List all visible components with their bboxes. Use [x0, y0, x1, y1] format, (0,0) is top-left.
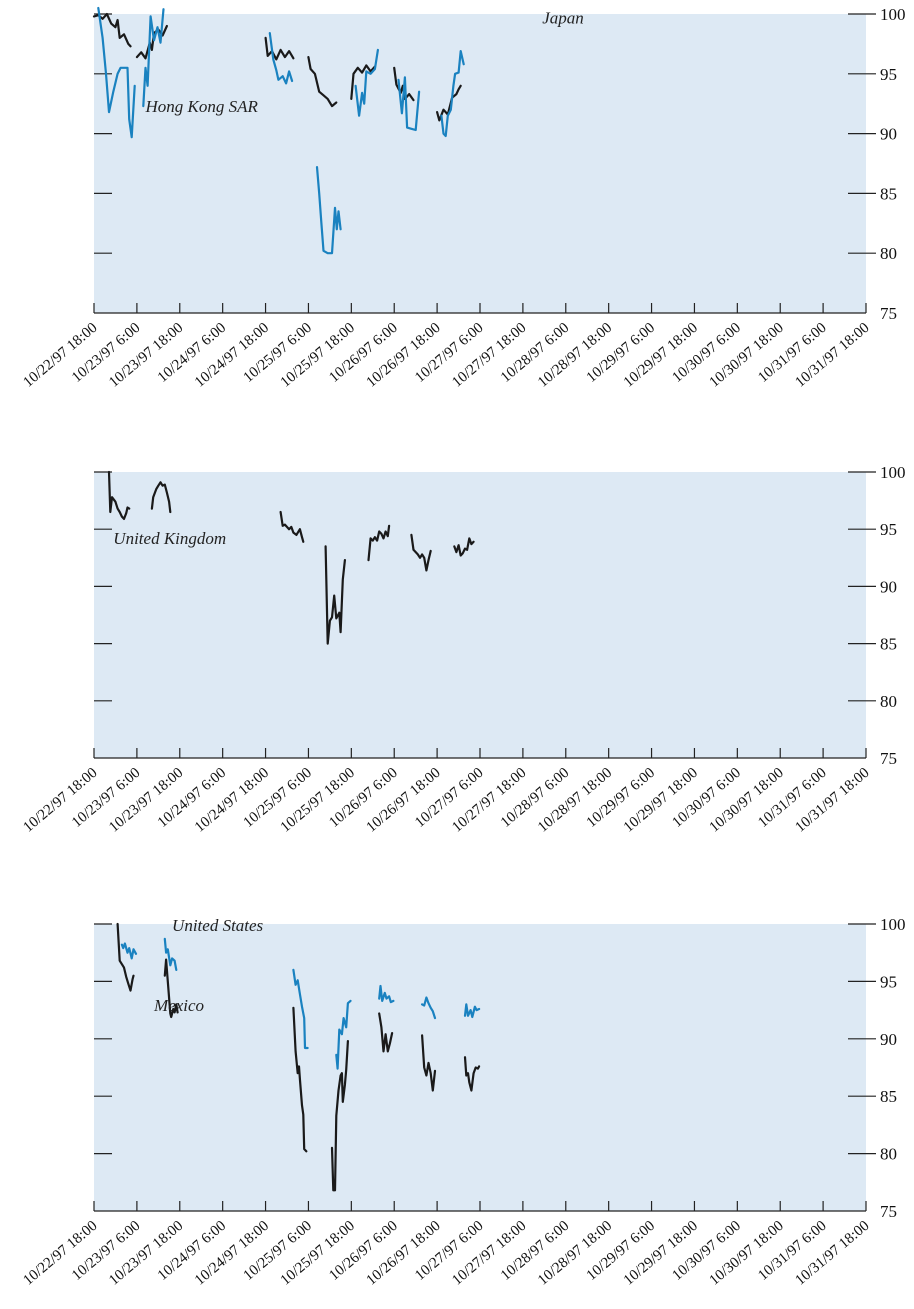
series-line-mexico	[378, 1012, 394, 1053]
y-tick-label: 75	[880, 749, 897, 768]
plot-background	[94, 472, 866, 758]
x-tick-label: 10/25/97 18:00	[278, 765, 358, 836]
y-tick-label: 80	[880, 244, 897, 263]
series-annotation: United States	[172, 916, 264, 935]
series-line-united-kingdom	[410, 533, 432, 572]
x-tick-label: 10/30/97 18:00	[707, 1218, 787, 1289]
x-tick-label: 10/28/97 18:00	[535, 765, 615, 836]
plot-background	[94, 924, 866, 1211]
x-tick-label: 10/28/97 18:00	[535, 1218, 615, 1289]
series-line-japan	[307, 56, 338, 108]
series-line-mexico	[292, 1006, 308, 1153]
series-line-united-kingdom	[279, 510, 305, 543]
series-line-united-states	[292, 968, 309, 1050]
series-line-mexico	[421, 1034, 437, 1092]
series-line-japan	[436, 84, 462, 122]
series-line-japan	[264, 36, 295, 61]
series-line-united-states	[378, 984, 395, 1004]
y-tick-label: 90	[880, 125, 897, 144]
series-annotation: United Kingdom	[113, 529, 226, 548]
x-tick-label: 10/27/97 18:00	[449, 320, 529, 391]
x-tick-label: 10/30/97 18:00	[707, 765, 787, 836]
x-tick-label: 10/27/97 18:00	[449, 765, 529, 836]
x-tick-label: 10/26/97 18:00	[363, 765, 443, 836]
series-line-united-kingdom	[324, 545, 346, 645]
series-line-hong-kong-sar	[97, 6, 136, 139]
x-tick-label: 10/29/97 18:00	[621, 1218, 701, 1289]
y-tick-label: 90	[880, 577, 897, 596]
x-tick-label: 10/26/97 18:00	[363, 1218, 443, 1289]
y-tick-label: 95	[880, 65, 897, 84]
series-line-hong-kong-sar	[440, 50, 465, 138]
series-line-hong-kong-sar	[397, 76, 421, 132]
x-tick-label: 10/24/97 18:00	[192, 1218, 272, 1289]
series-line-hong-kong-sar	[315, 166, 342, 255]
x-tick-label: 10/24/97 18:00	[192, 765, 272, 836]
series-line-japan	[393, 66, 415, 102]
y-tick-label: 90	[880, 1030, 897, 1049]
x-tick-label: 10/31/97 18:00	[792, 1218, 872, 1289]
series-annotation: Mexico	[153, 996, 204, 1015]
x-tick-label: 10/26/97 18:00	[363, 320, 443, 391]
series-line-united-states	[120, 942, 138, 960]
y-tick-label: 100	[880, 915, 906, 934]
x-tick-label: 10/23/97 18:00	[106, 1218, 186, 1289]
y-tick-label: 85	[880, 1087, 897, 1106]
plot-background	[94, 14, 866, 313]
y-tick-label: 85	[880, 635, 897, 654]
x-tick-label: 10/24/97 18:00	[192, 320, 272, 391]
series-line-united-kingdom	[367, 524, 391, 562]
x-tick-label: 10/31/97 18:00	[792, 765, 872, 836]
x-tick-label: 10/22/97 18:00	[20, 765, 100, 836]
y-tick-label: 75	[880, 304, 897, 323]
x-tick-label: 10/23/97 18:00	[106, 765, 186, 836]
y-tick-label: 75	[880, 1202, 897, 1221]
series-line-hong-kong-sar	[354, 48, 379, 117]
series-line-japan	[350, 64, 376, 100]
series-line-mexico	[163, 958, 179, 1019]
y-tick-label: 95	[880, 972, 897, 991]
series-line-united-kingdom	[453, 537, 475, 557]
series-line-hong-kong-sar	[268, 32, 294, 85]
x-tick-label: 10/25/97 18:00	[278, 320, 358, 391]
y-tick-label: 80	[880, 1145, 897, 1164]
x-tick-label: 10/29/97 18:00	[621, 765, 701, 836]
y-tick-label: 85	[880, 184, 897, 203]
x-tick-label: 10/22/97 18:00	[20, 320, 100, 391]
series-line-united-kingdom	[107, 470, 131, 520]
x-tick-label: 10/23/97 18:00	[106, 320, 186, 391]
y-tick-label: 100	[880, 463, 906, 482]
series-line-hong-kong-sar	[142, 8, 165, 108]
x-tick-label: 10/30/97 18:00	[707, 320, 787, 391]
series-line-united-states	[335, 999, 352, 1070]
y-tick-label: 80	[880, 692, 897, 711]
series-line-mexico	[463, 1056, 481, 1092]
x-tick-label: 10/22/97 18:00	[20, 1218, 100, 1289]
series-annotation: Hong Kong SAR	[144, 97, 258, 116]
series-line-united-states	[421, 996, 437, 1020]
series-annotation: Japan	[542, 9, 584, 28]
y-tick-label: 95	[880, 520, 897, 539]
series-line-united-states	[463, 1003, 481, 1019]
y-tick-label: 100	[880, 5, 906, 24]
series-line-mexico	[116, 922, 135, 992]
x-tick-label: 10/31/97 18:00	[792, 320, 872, 391]
series-line-united-kingdom	[150, 481, 172, 514]
x-tick-label: 10/25/97 18:00	[278, 1218, 358, 1289]
series-line-japan	[92, 12, 132, 48]
x-tick-label: 10/28/97 18:00	[535, 320, 615, 391]
series-line-mexico	[330, 1040, 349, 1192]
series-line-united-states	[163, 937, 178, 971]
x-tick-label: 10/29/97 18:00	[621, 320, 701, 391]
x-tick-label: 10/27/97 18:00	[449, 1218, 529, 1289]
